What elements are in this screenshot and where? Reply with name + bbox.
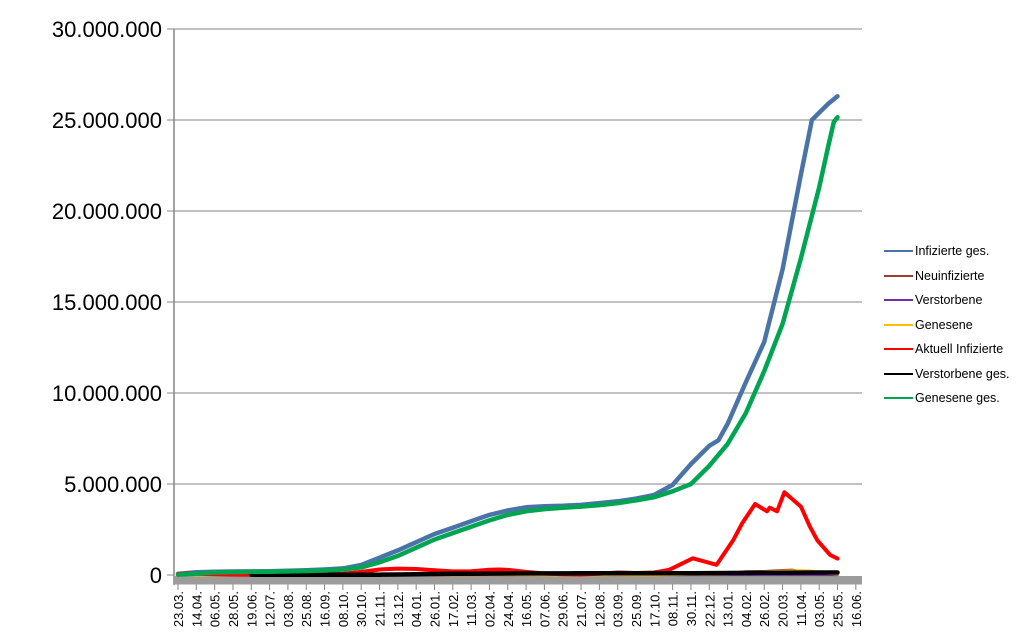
legend-item: Infizierte ges. (884, 239, 1010, 264)
x-axis-label: 16.06. (849, 591, 864, 627)
y-axis-label: 10.000.000 (52, 381, 162, 406)
x-axis-label: 20.03. (776, 591, 791, 627)
series-line-verstorbene-ges (249, 570, 840, 578)
legend-item: Aktuell Infizierte (884, 337, 1010, 362)
x-axis-label: 30.11. (684, 591, 699, 626)
x-axis-label: 26.02. (757, 591, 772, 627)
x-axis-label: 13.01. (721, 591, 736, 627)
x-axis-label: 26.01. (427, 591, 442, 627)
y-axis-label: 25.000.000 (52, 108, 162, 133)
x-axis-label: 07.06. (537, 591, 552, 627)
x-axis-label: 23.03. (171, 591, 186, 627)
x-axis-label: 11.04. (794, 591, 809, 626)
legend-line-swatch (884, 299, 913, 302)
legend-label: Verstorbene ges. (915, 366, 1010, 381)
legend-label: Infizierte ges. (915, 244, 990, 259)
x-axis-bar (174, 576, 862, 585)
legend-line-swatch (884, 323, 913, 326)
x-axis-label: 03.05. (812, 591, 827, 627)
x-axis-label: 13.12. (391, 591, 406, 627)
legend-label: Verstorbene (915, 293, 983, 308)
x-axis-label: 11.03. (464, 591, 479, 626)
legend-item: Verstorbene (884, 288, 1010, 313)
legend-label: Aktuell Infizierte (915, 342, 1004, 357)
x-axis-label: 12.08. (592, 591, 607, 627)
series-line-genesene-ges (175, 115, 840, 577)
x-axis-label: 12.07. (263, 591, 278, 627)
y-axis-label: 15.000.000 (52, 290, 162, 315)
x-axis-label: 24.04. (501, 591, 516, 627)
legend-label: Genesene ges. (915, 391, 1000, 406)
x-axis-label: 04.01. (409, 591, 424, 627)
x-axis-label: 03.08. (281, 591, 296, 627)
x-axis-label: 29.06. (556, 591, 571, 627)
chart-legend: Infizierte ges. Neuinfizierte Verstorbene G… (884, 239, 1010, 411)
x-axis-label: 16.09. (318, 591, 333, 627)
x-axis-label: 08.11. (666, 591, 681, 626)
x-axis-label: 30.10. (354, 591, 369, 627)
x-axis-label: 02.04. (482, 591, 497, 627)
x-axis-label: 19.06. (244, 591, 259, 627)
x-axis-label: 16.05. (519, 591, 534, 627)
x-axis-label: 25.08. (299, 591, 314, 627)
x-axis-label: 21.11. (373, 591, 388, 626)
y-axis-label: 30.000.000 (52, 17, 162, 42)
x-axis-label: 04.02. (739, 591, 754, 627)
legend-item: Genesene (884, 313, 1010, 338)
y-axis-label: 20.000.000 (52, 199, 162, 224)
legend-label: Genesene (915, 317, 973, 332)
x-axis-label: 28.05. (226, 591, 241, 627)
series-line-infizierte-ges (175, 94, 840, 577)
x-axis-label: 17.10. (647, 591, 662, 627)
legend-line-swatch (884, 397, 913, 400)
legend-line-swatch (884, 274, 913, 277)
x-axis-label: 08.10. (336, 591, 351, 627)
legend-line-swatch (884, 372, 913, 375)
x-axis-label: 06.05. (208, 591, 223, 627)
legend-label: Neuinfizierte (915, 268, 985, 283)
legend-line-swatch (884, 348, 913, 351)
y-axis-label: 5.000.000 (64, 472, 162, 497)
x-axis-label: 17.02. (446, 591, 461, 627)
legend-item: Genesene ges. (884, 386, 1010, 411)
x-axis-label: 25.09. (629, 591, 644, 627)
legend-line-swatch (884, 250, 913, 253)
x-axis-label: 14.04. (189, 591, 204, 627)
x-axis-label: 21.07. (574, 591, 589, 627)
x-axis-label: 22.12. (702, 591, 717, 627)
legend-item: Neuinfizierte (884, 264, 1010, 289)
y-axis-label: 0 (150, 563, 162, 588)
x-axis-label: 25.05. (831, 591, 846, 627)
x-axis-label: 03.09. (611, 591, 626, 627)
series-line-aktuell-infizierte (176, 490, 840, 577)
legend-item: Verstorbene ges. (884, 362, 1010, 387)
